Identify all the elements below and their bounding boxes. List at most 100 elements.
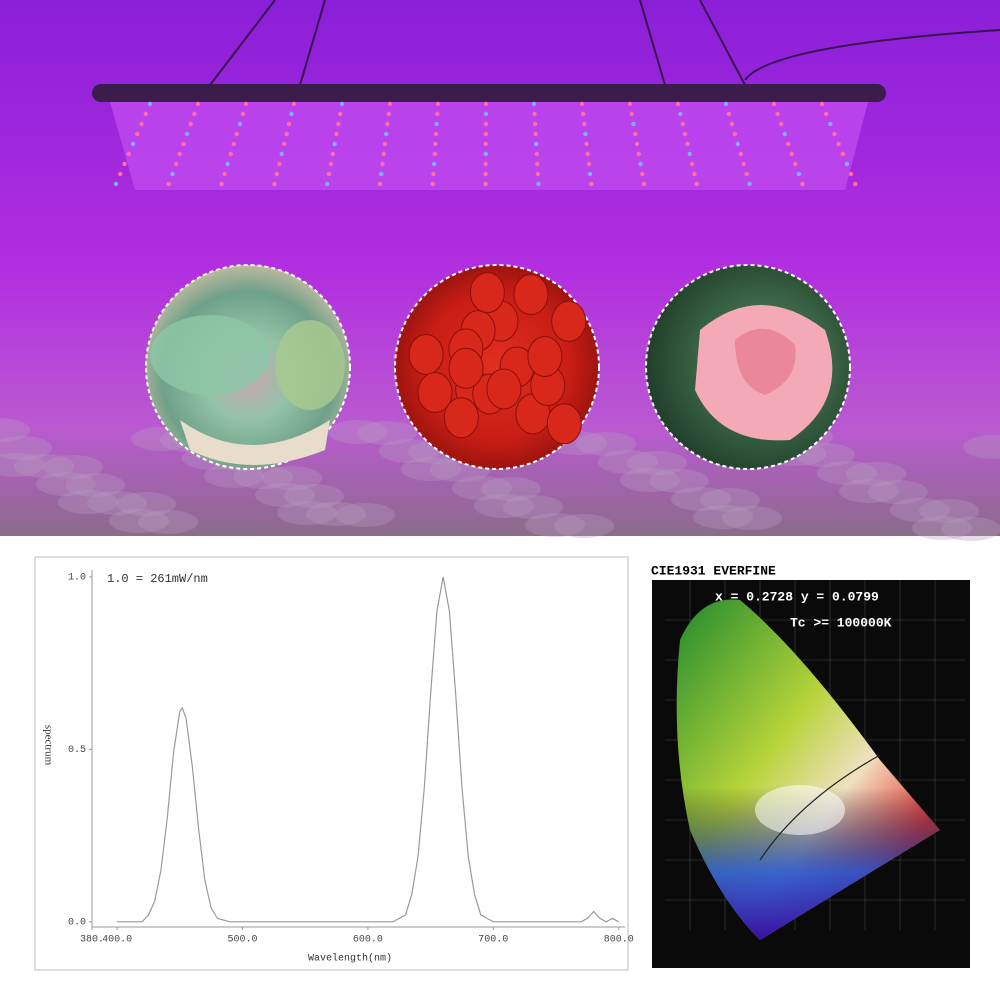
led [432, 151, 437, 157]
led [800, 181, 805, 187]
led [237, 121, 243, 127]
spectrum-line [117, 576, 620, 923]
led [328, 161, 334, 167]
led [177, 151, 182, 157]
led [188, 121, 193, 127]
led [533, 131, 538, 137]
cie-horseshoe-blue [676, 599, 940, 940]
led [848, 171, 854, 177]
x-tick-label: 600.0 [353, 935, 383, 946]
led [337, 111, 343, 117]
led [823, 111, 829, 117]
leaf [554, 514, 614, 538]
led [483, 151, 488, 157]
leaf [109, 509, 169, 533]
led [380, 161, 385, 167]
led [782, 131, 787, 137]
led [118, 171, 123, 177]
led [240, 111, 246, 117]
strawberry [551, 300, 587, 342]
leaf [284, 484, 344, 508]
strawberry [443, 397, 479, 439]
x-tick-label: 700.0 [478, 935, 508, 946]
led [192, 111, 197, 117]
led [682, 131, 688, 137]
leaf [671, 487, 731, 511]
led [431, 171, 436, 177]
led [694, 181, 699, 187]
led [689, 161, 695, 167]
led [627, 101, 633, 107]
led [692, 171, 697, 177]
led [741, 161, 746, 167]
led [744, 171, 749, 177]
cie-title: CIE1931 EVERFINE [651, 563, 776, 578]
led [483, 161, 488, 167]
leaf [474, 494, 534, 518]
leaf [620, 468, 680, 492]
leaf [839, 479, 899, 503]
leaf [65, 473, 125, 497]
led [228, 151, 233, 157]
led [384, 131, 389, 137]
led [536, 181, 541, 187]
led [433, 131, 439, 137]
led [832, 131, 837, 137]
led [113, 181, 119, 187]
led [143, 111, 148, 117]
led [587, 171, 593, 177]
led [680, 121, 685, 127]
led [778, 121, 784, 127]
leaf [846, 462, 906, 486]
led [277, 161, 282, 167]
strawberry [408, 333, 444, 375]
strawberry [513, 274, 549, 316]
strawberries [408, 272, 587, 445]
x-tick-label: 400.0 [102, 935, 132, 946]
strawberry [486, 368, 522, 410]
led [431, 161, 437, 167]
led [332, 141, 337, 147]
rose-center [735, 328, 796, 395]
led [231, 141, 236, 147]
led [687, 151, 692, 157]
led [729, 121, 735, 127]
spectrum-chart: 1.0 = 261mW/nm spectrum Wavelength(nm) 0… [42, 570, 634, 965]
led [836, 141, 841, 147]
led [243, 101, 249, 107]
led [219, 181, 224, 187]
led [483, 111, 489, 117]
led [282, 141, 287, 147]
led [534, 141, 539, 147]
led [534, 151, 539, 157]
led [844, 161, 850, 167]
led [483, 101, 489, 107]
leaf [36, 472, 96, 496]
led [483, 141, 488, 147]
led [828, 121, 833, 127]
strawberry [469, 272, 505, 314]
strawberry [527, 336, 563, 378]
led [732, 131, 738, 137]
succulent-pot [180, 420, 330, 465]
lamp-panel [110, 102, 868, 190]
strawberry [546, 403, 582, 445]
cie-title-box [650, 562, 824, 579]
led [147, 101, 153, 107]
led [747, 181, 752, 187]
x-axis-label: Wavelength(nm) [308, 953, 392, 965]
leaf [262, 466, 322, 490]
succulent-rosette [150, 315, 270, 395]
leaf [693, 505, 753, 529]
led [433, 141, 438, 147]
led [532, 111, 537, 117]
leaf [138, 510, 198, 534]
led [435, 111, 440, 117]
led [586, 161, 592, 167]
leaf [233, 465, 293, 489]
led [483, 181, 488, 187]
leaf [598, 450, 658, 474]
led [738, 151, 743, 157]
led [819, 101, 825, 107]
leaf [116, 492, 176, 516]
